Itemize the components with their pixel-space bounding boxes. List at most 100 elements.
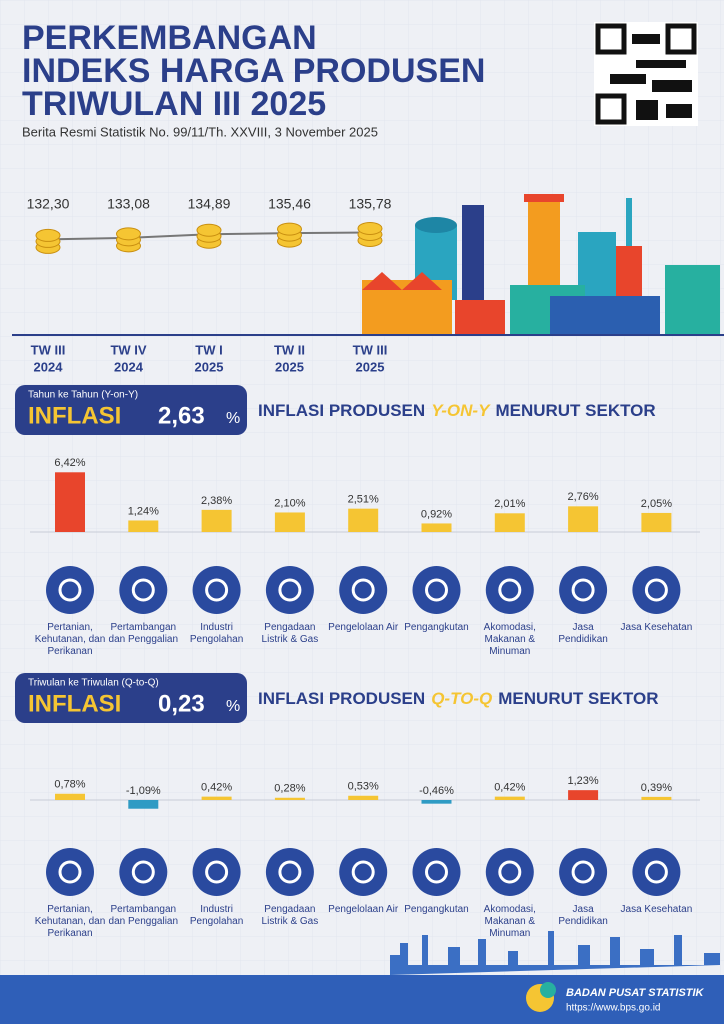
coin-stack <box>277 222 302 248</box>
sector-icon-glyph <box>351 860 375 884</box>
heading-part: INFLASI PRODUSEN <box>258 401 425 420</box>
bar-label: 1,23% <box>567 775 598 787</box>
bar-label: 0,42% <box>201 782 232 794</box>
title-line: TRIWULAN III 2025 <box>22 85 326 123</box>
coin-stack <box>357 221 383 247</box>
period-quarter: TW II <box>274 342 305 357</box>
sector-icon <box>339 566 388 614</box>
sector-label: Pengadaan Listrik & Gas <box>261 904 319 927</box>
sector-icon <box>412 566 461 614</box>
bar <box>128 800 159 809</box>
sector-icon <box>119 848 168 896</box>
sector-icon-glyph <box>571 578 595 602</box>
section-heading: INFLASI PRODUSEN Y-ON-Y MENURUT SEKTOR <box>258 401 656 420</box>
sector-icon <box>192 566 241 614</box>
period-year: 2025 <box>356 359 385 374</box>
industry-illustration <box>360 194 724 336</box>
sector-icon <box>485 848 534 896</box>
sector-icon-glyph <box>425 578 448 602</box>
sector-icon <box>412 848 461 896</box>
sector-icon-glyph <box>58 860 82 884</box>
box-label: INFLASI <box>28 690 121 717</box>
sector-icon <box>119 566 168 614</box>
sector-icon-glyph <box>351 578 375 602</box>
sector-label: Akomodasi, Makanan & Minuman <box>483 622 536 657</box>
sector-icon-glyph <box>131 860 155 884</box>
subtitle: Berita Resmi Statistik No. 99/11/Th. XXV… <box>22 124 378 139</box>
coin <box>35 228 61 242</box>
sector-icon <box>265 848 314 896</box>
bar-label: 0,53% <box>348 781 379 793</box>
title-line: PERKEMBANGAN <box>22 19 317 57</box>
sector-icon-glyph <box>205 578 229 602</box>
bar-label: -1,09% <box>126 785 161 797</box>
footer-url: https://www.bps.go.id <box>566 1003 661 1014</box>
sector-icon-glyph <box>425 860 448 884</box>
inflation-box <box>15 385 247 435</box>
section-heading: INFLASI PRODUSEN Q-TO-Q MENURUT SEKTOR <box>258 689 659 708</box>
bar-label: 2,05% <box>641 498 672 510</box>
coin-stack <box>196 223 222 249</box>
sector-icon <box>485 566 534 614</box>
box-caption: Tahun ke Tahun (Y-on-Y) <box>28 390 138 401</box>
bar-label: 1,24% <box>128 505 159 517</box>
bar-label: 2,76% <box>567 491 598 503</box>
sector-label: Akomodasi, Makanan & Minuman <box>483 904 536 939</box>
sector-icon <box>632 566 681 614</box>
sector-label: Industri Pengolahan <box>189 904 244 927</box>
bar-label: 0,42% <box>494 782 525 794</box>
coin <box>277 222 302 236</box>
bar <box>274 797 305 800</box>
bar <box>641 796 672 800</box>
box-value: 0,23 <box>158 690 205 717</box>
bar-label: 2,38% <box>201 495 232 507</box>
heading-part: INFLASI PRODUSEN <box>258 689 425 708</box>
bar <box>568 790 599 800</box>
sector-label: Pengangkutan <box>404 904 469 915</box>
period-quarter: TW IV <box>110 342 146 357</box>
sector-icon <box>632 848 681 896</box>
sector-icon <box>46 566 94 614</box>
sector-label: Pengadaan Listrik & Gas <box>261 622 319 645</box>
bar-label: 2,01% <box>494 498 525 510</box>
sector-icon-glyph <box>278 860 302 884</box>
sector-icon <box>192 848 241 896</box>
coin <box>357 221 383 235</box>
sector-label: Pertambangan dan Penggalian <box>108 622 179 645</box>
box-caption: Triwulan ke Triwulan (Q-to-Q) <box>28 678 159 689</box>
sector-label: Pengangkutan <box>404 622 469 633</box>
box-label: INFLASI <box>28 402 121 429</box>
period-year: 2025 <box>195 359 224 374</box>
coin-stack <box>35 228 61 254</box>
coin-stack <box>116 227 141 253</box>
sector-icon-glyph <box>205 860 229 884</box>
bar <box>421 800 452 804</box>
bar-label: 2,10% <box>274 497 305 509</box>
sector-label: Pertanian, Kehutanan, dan Perikanan <box>34 904 106 939</box>
sector-label: Jasa Kesehatan <box>620 904 693 915</box>
sector-label: Jasa Pendidikan <box>558 904 608 927</box>
sector-label: Pengelolaan Air <box>328 622 399 633</box>
sector-label: Pertanian, Kehutanan, dan Perikanan <box>34 622 106 657</box>
footer-org: BADAN PUSAT STATISTIK <box>566 987 705 999</box>
trend-value: 135,46 <box>268 196 311 212</box>
bar-label: 0,39% <box>641 782 672 794</box>
sector-icon-glyph <box>58 578 82 602</box>
bar <box>348 508 379 532</box>
heading-part: Y-ON-Y <box>431 401 491 420</box>
trend-value: 132,30 <box>27 196 70 212</box>
sector-icon <box>559 848 608 896</box>
heading-part: Q-TO-Q <box>431 689 492 708</box>
bar <box>641 512 672 532</box>
qr-code <box>594 22 698 126</box>
sector-icon-glyph <box>498 860 522 884</box>
bar <box>494 513 525 532</box>
period-year: 2024 <box>114 359 144 374</box>
sector-label: Jasa Pendidikan <box>558 622 608 645</box>
sector-icon-glyph <box>571 860 595 884</box>
sector-icon-glyph <box>644 578 668 602</box>
period-quarter: TW III <box>353 342 388 357</box>
sector-label: Pengelolaan Air <box>328 904 399 915</box>
period-year: 2025 <box>275 359 304 374</box>
